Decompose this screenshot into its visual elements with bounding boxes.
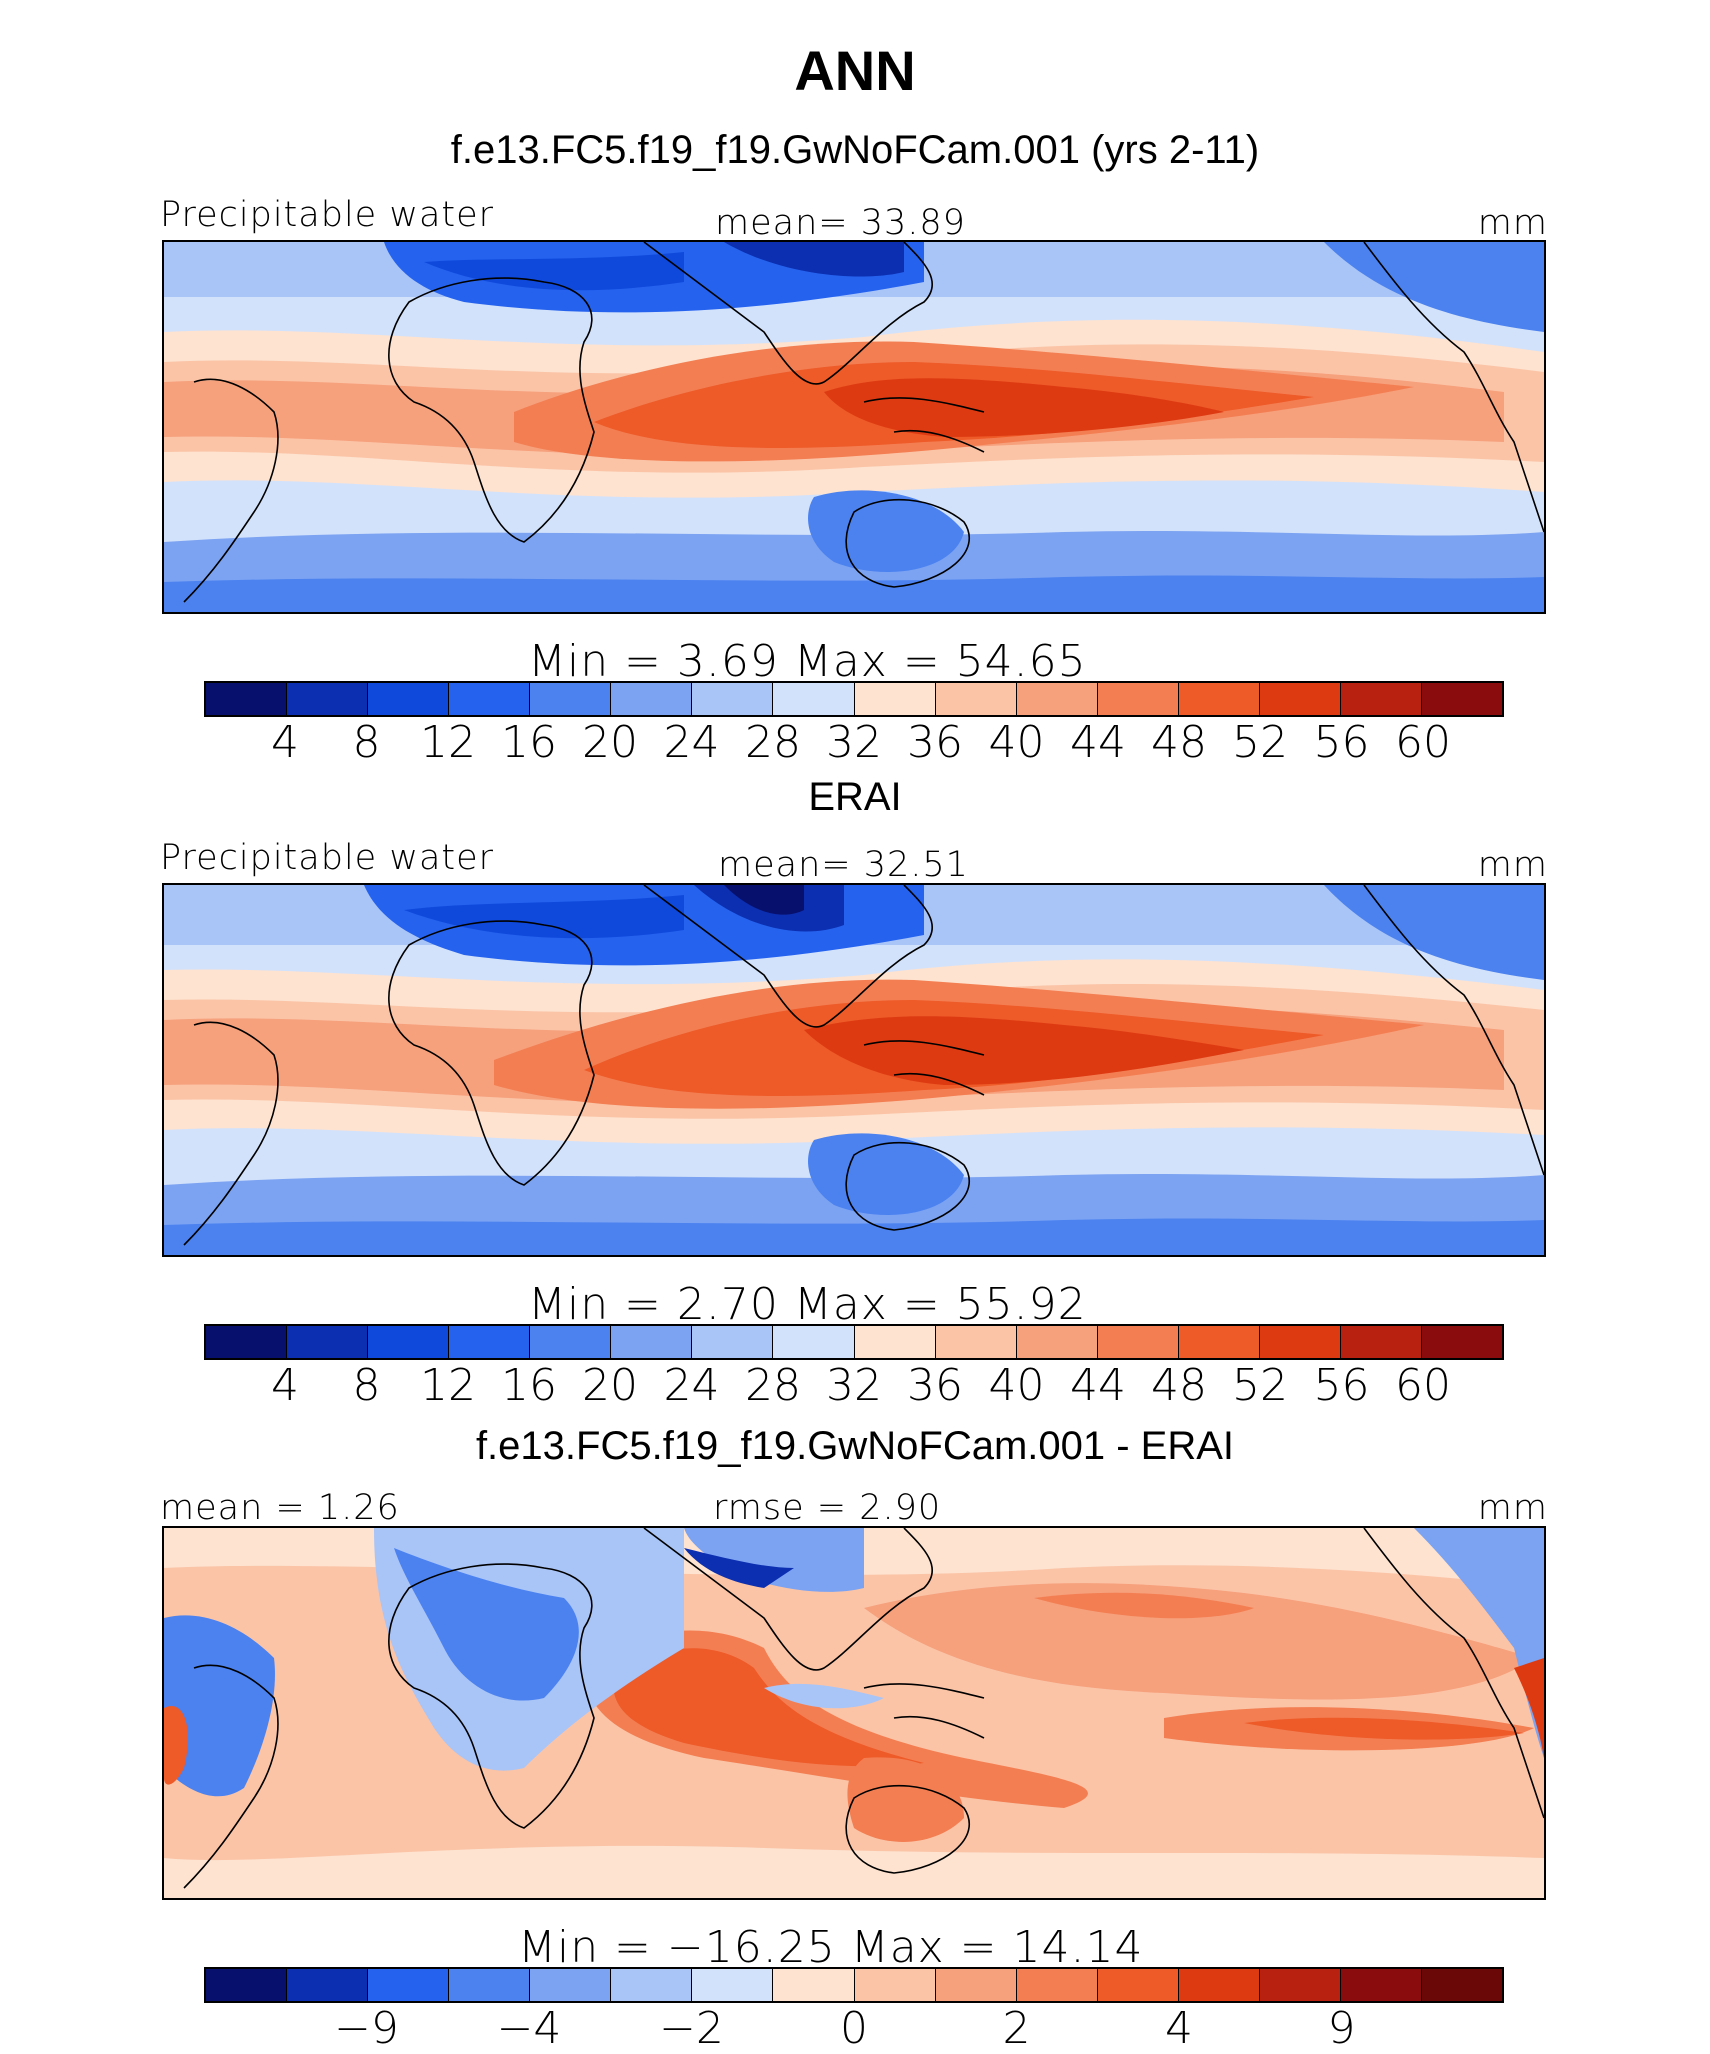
- panel-3-tick: −2: [659, 2003, 724, 2054]
- panel-2-tick: 28: [745, 1360, 801, 1411]
- panel-2-colorbar-ticks: 4 8 12 16 20 24 28 32 36 40 44 48 52 56 …: [204, 1360, 1504, 1411]
- panel-2-heading: ERAI: [808, 775, 902, 819]
- panel-2-tick: 12: [420, 1360, 476, 1411]
- panel-1-tick: 8: [352, 717, 381, 768]
- panel-1-variable-label: Precipitable water: [160, 195, 495, 235]
- panel-1-tick: 36: [907, 717, 963, 768]
- panel-3-colorbar: [204, 1967, 1504, 2003]
- panel-3-rmse-label: rmse = 2.90: [713, 1488, 942, 1528]
- figure-title: ANN: [794, 39, 916, 102]
- panel-1-tick: 56: [1313, 717, 1370, 768]
- panel-2-map: [162, 883, 1546, 1257]
- panel-3-map-field: [164, 1528, 1544, 1898]
- panel-1-units-label: mm: [1477, 203, 1548, 243]
- panel-3-minmax: Min = −16.25 Max = 14.14: [518, 1922, 1144, 1973]
- panel-1-tick: 16: [501, 717, 557, 768]
- panel-1-tick: 40: [988, 717, 1045, 768]
- panel-1-tick: 48: [1151, 717, 1207, 768]
- panel-2-tick: 60: [1395, 1360, 1451, 1411]
- panel-1-tick: 32: [826, 717, 882, 768]
- panel-2-tick: 4: [271, 1360, 299, 1411]
- panel-3-heading: f.e13.FC5.f19_f19.GwNoFCam.001 - ERAI: [475, 1424, 1235, 1468]
- panel-3-tick: −9: [334, 2003, 399, 2054]
- panel-1-tick: 44: [1070, 717, 1126, 768]
- panel-1-mean-label: mean= 33.89: [715, 203, 966, 243]
- panel-3-colorbar-ticks: −9 −4 −2 0 2 4 9: [204, 2003, 1504, 2054]
- panel-2-tick: 40: [988, 1360, 1045, 1411]
- panel-3-tick: 2: [1002, 2003, 1031, 2054]
- panel-3-tick: 9: [1327, 2003, 1356, 2054]
- panel-1-tick: 4: [271, 717, 299, 768]
- panel-2-tick: 56: [1313, 1360, 1370, 1411]
- panel-3-units-label: mm: [1477, 1488, 1548, 1528]
- panel-2-tick: 32: [826, 1360, 882, 1411]
- panel-2-tick: 8: [352, 1360, 381, 1411]
- panel-3-tick: 4: [1165, 2003, 1193, 2054]
- panel-2-tick: 24: [663, 1360, 720, 1411]
- panel-3-map: [162, 1526, 1546, 1900]
- panel-2-variable-label: Precipitable water: [160, 838, 495, 878]
- panel-2-tick: 52: [1232, 1360, 1288, 1411]
- panel-2-tick: 36: [907, 1360, 963, 1411]
- panel-1-colorbar: [204, 681, 1504, 717]
- panel-1-map-field: [164, 242, 1544, 612]
- panel-2-tick: 20: [582, 1360, 638, 1411]
- panel-2-units-label: mm: [1477, 845, 1548, 885]
- panel-3-tick: 0: [840, 2003, 868, 2054]
- panel-1-heading: f.e13.FC5.f19_f19.GwNoFCam.001 (yrs 2-11…: [450, 128, 1260, 172]
- panel-1-tick: 52: [1232, 717, 1288, 768]
- panel-1-minmax: Min = 3.69 Max = 54.65: [528, 636, 1087, 687]
- panel-3-tick: −4: [496, 2003, 562, 2054]
- panel-2-colorbar: [204, 1324, 1504, 1360]
- panel-2-tick: 48: [1151, 1360, 1207, 1411]
- panel-1-tick: 24: [663, 717, 720, 768]
- panel-1-tick: 28: [745, 717, 801, 768]
- panel-1-tick: 60: [1395, 717, 1451, 768]
- panel-2-mean-label: mean= 32.51: [718, 845, 969, 885]
- panel-2-map-field: [164, 885, 1544, 1255]
- panel-2-tick: 16: [501, 1360, 557, 1411]
- panel-1-tick: 20: [582, 717, 638, 768]
- panel-2-minmax: Min = 2.70 Max = 55.92: [528, 1279, 1087, 1330]
- panel-3-mean-label: mean = 1.26: [160, 1488, 400, 1528]
- panel-1-tick: 12: [420, 717, 476, 768]
- panel-1-map: [162, 240, 1546, 614]
- panel-2-tick: 44: [1070, 1360, 1126, 1411]
- panel-1-colorbar-ticks: 4 8 12 16 20 24 28 32 36 40 44 48 52 56 …: [204, 717, 1504, 768]
